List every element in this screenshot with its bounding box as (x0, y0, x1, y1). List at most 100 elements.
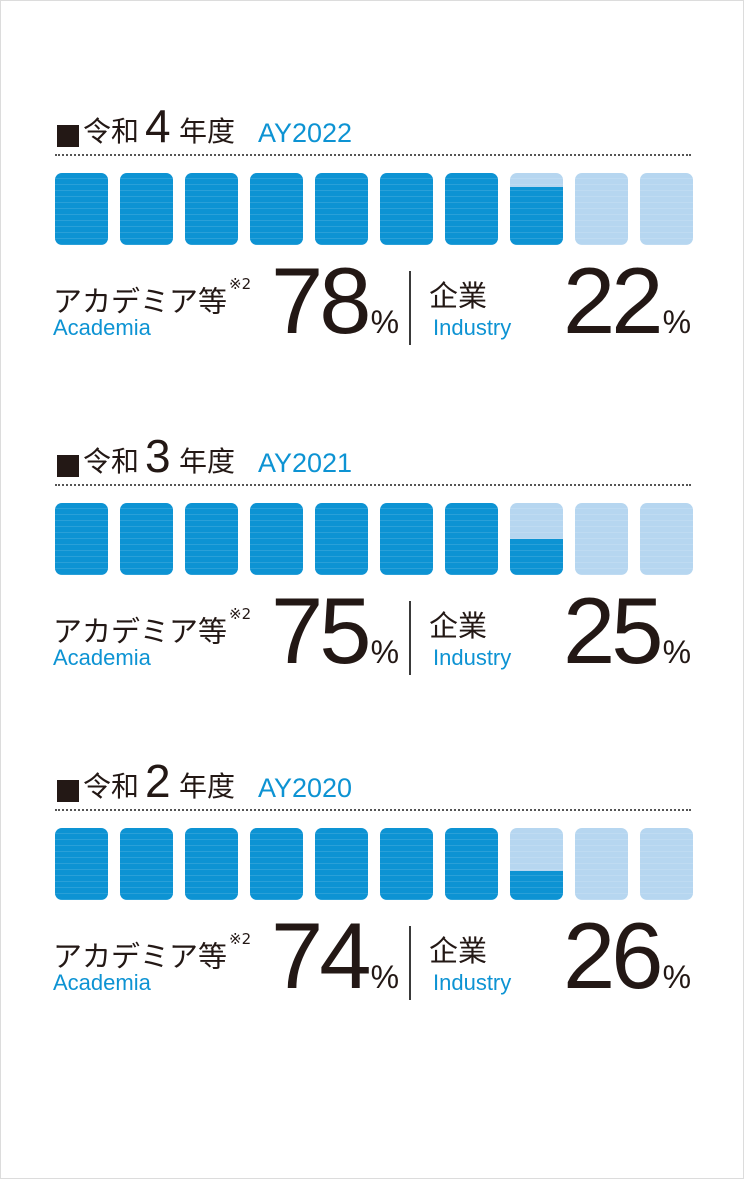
heading-year-suffix: 年度 (179, 770, 236, 803)
ratio-block (55, 503, 108, 575)
ratio-block-texture (380, 503, 433, 575)
ratio-block-texture (315, 173, 368, 245)
ratio-block-fill (380, 503, 433, 575)
ratio-block-fill (315, 173, 368, 245)
industry-label-en: Industry (433, 315, 512, 340)
ratio-block-fill (445, 503, 498, 575)
industry-label: 企業 (429, 279, 488, 313)
ratio-block (510, 173, 563, 245)
ratio-block-texture (640, 828, 693, 900)
square-bullet-icon (57, 455, 79, 477)
ratio-block-texture (380, 173, 433, 245)
ratio-block-fill (55, 173, 108, 245)
ratio-block-texture (445, 173, 498, 245)
ratio-block-fill (185, 503, 238, 575)
industry-percent: 26% (563, 906, 691, 1006)
industry-percent: 22% (563, 251, 691, 351)
ratio-block (55, 173, 108, 245)
ratio-block-fill (185, 828, 238, 900)
ratio-block (380, 503, 433, 575)
academia-percent: 74% (271, 906, 399, 1006)
ratio-block-texture (445, 503, 498, 575)
ratio-block-fill (380, 173, 433, 245)
ratio-block (250, 503, 303, 575)
ratio-block-fill (510, 539, 563, 575)
industry-value: 26 (563, 903, 664, 1008)
ratio-block-texture (120, 828, 173, 900)
ratio-blocks (55, 828, 693, 900)
ratio-block-fill (55, 503, 108, 575)
ratio-block (575, 173, 628, 245)
ratio-block (185, 828, 238, 900)
ratio-block (315, 173, 368, 245)
academia-label: アカデミア等※2 (53, 275, 252, 319)
ratio-block-fill (380, 828, 433, 900)
heading-era: 令和 (83, 770, 140, 803)
ratio-block-fill (120, 503, 173, 575)
academia-percent: 75% (271, 581, 399, 681)
percent-sign: % (662, 304, 692, 340)
ratio-block (510, 503, 563, 575)
ratio-block-texture (445, 828, 498, 900)
ratio-block-texture (55, 503, 108, 575)
ratio-block (250, 828, 303, 900)
vertical-divider (409, 926, 411, 1000)
heading-era: 令和 (83, 445, 140, 478)
section-ay2022: 令和 4 年度 AY2022 アカデミア等※2 Academia 78% 企業 … (0, 100, 744, 363)
ratio-block-fill (445, 173, 498, 245)
footnote-mark: ※2 (229, 605, 252, 623)
heading-year-suffix: 年度 (179, 445, 236, 478)
ratio-block (250, 173, 303, 245)
section-ay2020: 令和 2 年度 AY2020 アカデミア等※2 Academia 74% 企業 … (0, 756, 744, 1018)
ratio-block (120, 828, 173, 900)
ratio-block (445, 503, 498, 575)
ratio-block (120, 173, 173, 245)
ratio-block (640, 173, 693, 245)
heading-year-number: 4 (145, 100, 171, 152)
ratio-block (640, 828, 693, 900)
ratio-block-texture (640, 503, 693, 575)
ratio-block-texture (315, 503, 368, 575)
square-bullet-icon (57, 780, 79, 802)
percent-sign: % (370, 304, 400, 340)
industry-percent: 25% (563, 581, 691, 681)
ratio-block-texture (250, 828, 303, 900)
ratio-block (315, 503, 368, 575)
footnote-mark: ※2 (229, 930, 252, 948)
ratio-block-texture (55, 173, 108, 245)
footnote-mark: ※2 (229, 275, 252, 293)
ratio-block-fill (250, 828, 303, 900)
ratio-block (445, 173, 498, 245)
ratio-block (380, 173, 433, 245)
academia-label-en: Academia (53, 645, 151, 670)
ratio-block (55, 828, 108, 900)
dotted-divider (55, 484, 691, 486)
percent-sign: % (662, 959, 692, 995)
ratio-block-texture (510, 503, 563, 575)
heading-year-suffix: 年度 (179, 115, 236, 148)
ratio-block-texture (510, 828, 563, 900)
ratio-block-fill (445, 828, 498, 900)
industry-label: 企業 (429, 609, 488, 643)
academia-value: 75 (271, 578, 372, 683)
ratio-block-texture (575, 173, 628, 245)
ratio-block-fill (315, 503, 368, 575)
ratio-block-texture (185, 173, 238, 245)
dotted-divider (55, 809, 691, 811)
academia-value: 74 (271, 903, 372, 1008)
percent-sign: % (370, 634, 400, 670)
ratio-block-fill (185, 173, 238, 245)
ratio-block-fill (510, 871, 563, 900)
section-ay2021: 令和 3 年度 AY2021 アカデミア等※2 Academia 75% 企業 … (0, 431, 744, 693)
ratio-block-texture (250, 173, 303, 245)
ratio-block-fill (120, 828, 173, 900)
heading-academic-year: AY2020 (258, 773, 353, 803)
percent-sign: % (370, 959, 400, 995)
vertical-divider (409, 601, 411, 675)
ratio-block-texture (185, 503, 238, 575)
ratio-block-texture (575, 828, 628, 900)
ratio-block (445, 828, 498, 900)
vertical-divider (409, 271, 411, 345)
heading-academic-year: AY2022 (258, 118, 353, 148)
ratio-block (575, 828, 628, 900)
